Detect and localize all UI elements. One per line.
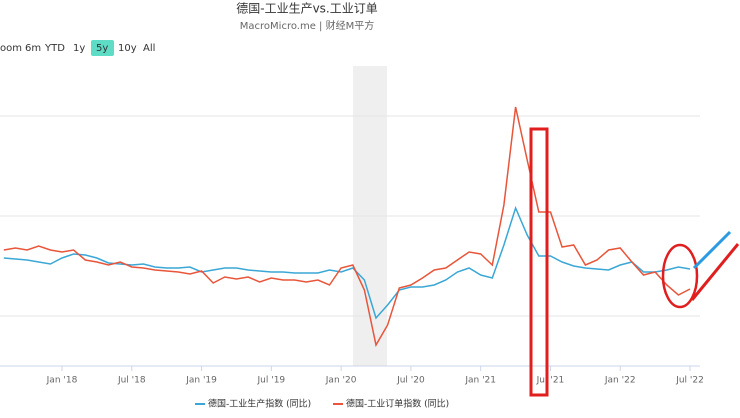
- trend-arrow: [690, 243, 740, 301]
- x-tick-label: Jul '22: [675, 376, 704, 386]
- range-button[interactable]: YTD: [44, 43, 65, 54]
- plot: Jan '18 Jul '18 Jan '19 Jul '19 Jan '20 Jul '…: [0, 106, 704, 386]
- range-button[interactable]: 10y: [118, 43, 137, 54]
- series-line: [3, 106, 691, 348]
- trend-arrow: [692, 230, 732, 270]
- x-tick-label: Jan '19: [185, 376, 217, 386]
- legend-label: 德国-工业生产指数 (同比): [208, 398, 311, 410]
- range-button-bg: [91, 40, 114, 56]
- x-tick-label: Jan '20: [325, 376, 357, 386]
- highlight-circle: [661, 243, 699, 309]
- legend-label: 德国-工业订单指数 (同比): [346, 398, 449, 410]
- highlight-box: [529, 127, 549, 397]
- x-tick-label: Jul '21: [536, 376, 565, 386]
- chart-title: 德国-工业生产vs.工业订单: [236, 1, 378, 16]
- chart-subtitle: MacroMicro.me | 财经M平方: [240, 19, 374, 32]
- x-tick-label: Jan '22: [604, 376, 636, 386]
- range-button[interactable]: oom: [0, 43, 22, 54]
- series-line: [3, 205, 691, 320]
- range-button[interactable]: All: [143, 43, 155, 54]
- x-tick-label: Jul '20: [396, 376, 425, 386]
- x-tick-label: Jan '21: [464, 376, 496, 386]
- x-tick-label: Jul '19: [257, 376, 286, 386]
- range-button[interactable]: 5y: [96, 43, 108, 54]
- range-button[interactable]: 6m: [25, 43, 41, 54]
- x-tick-label: Jan '18: [46, 376, 78, 386]
- x-tick-label: Jul '18: [117, 376, 146, 386]
- range-button[interactable]: 1y: [73, 43, 85, 54]
